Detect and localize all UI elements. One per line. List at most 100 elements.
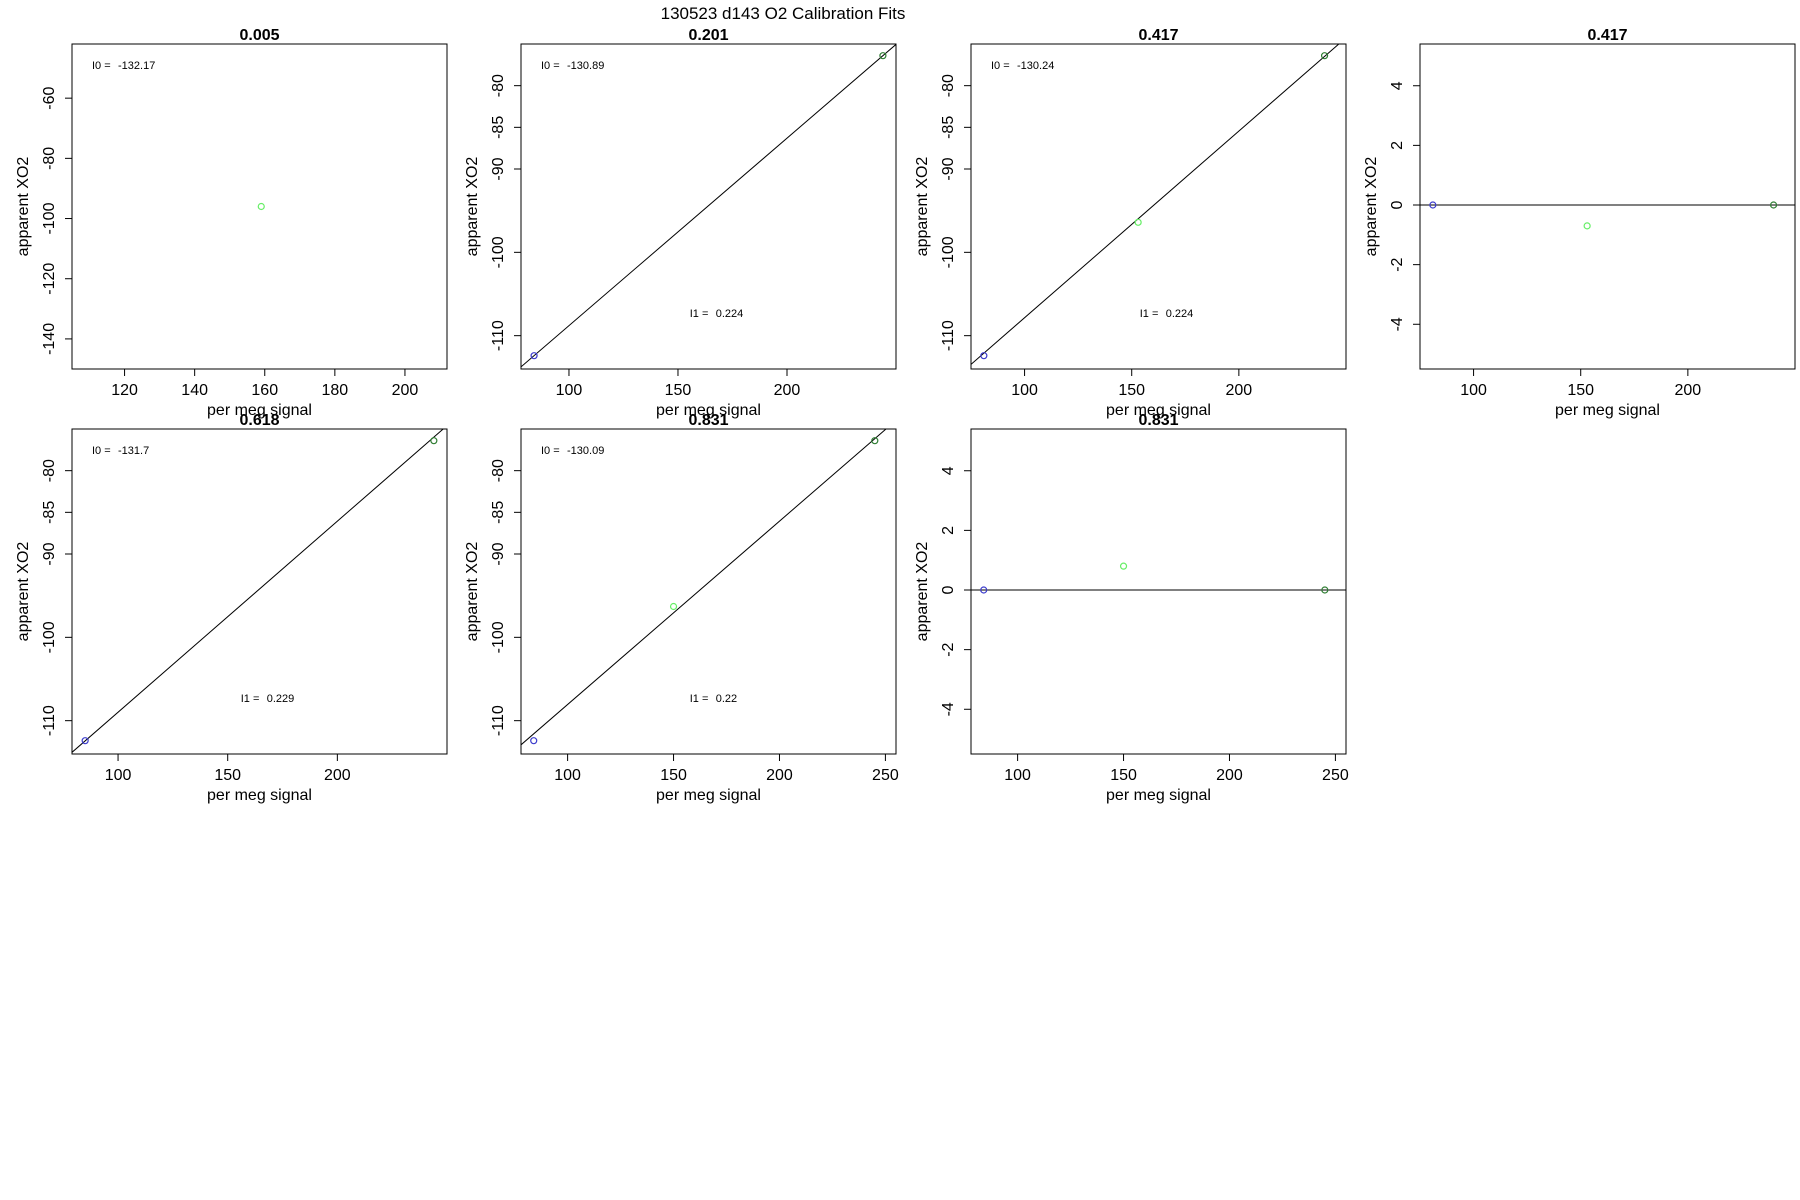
- y-axis-label: apparent XO2: [1363, 157, 1380, 257]
- annotation-label: I0 =: [541, 445, 560, 457]
- annotation-label: I1 =: [241, 693, 260, 705]
- chart-panel-3: 0.417 100 150 200 -110 -100 -90 -85 -80 per meg s…: [914, 27, 1347, 419]
- annotation-value: -130.24: [1017, 60, 1054, 72]
- x-axis-label: per meg signal: [207, 402, 312, 419]
- x-tick-label: 200: [1675, 382, 1702, 399]
- annotation-label: I0 =: [92, 445, 111, 457]
- chart-title: 0.005: [239, 27, 279, 44]
- chart-panel-2: 0.201 100 150 200 -110 -100 -90 -85 -80 per meg s…: [464, 27, 897, 419]
- data-point: [980, 586, 988, 594]
- annotation-label: I1 =: [690, 308, 709, 320]
- y-tick-label: -90: [940, 157, 957, 180]
- chart-title: 0.831: [1138, 412, 1178, 429]
- data-point: [980, 352, 988, 360]
- x-tick-label: 150: [1567, 382, 1594, 399]
- chart-panel-5: 0.618 100 150 200 -110 -100 -90 -85 -80 per meg s…: [15, 412, 448, 804]
- fit-line: [521, 44, 896, 368]
- page-title: 130523 d143 O2 Calibration Fits: [661, 4, 906, 23]
- plot-frame: [71, 428, 448, 755]
- y-axis-label: apparent XO2: [15, 157, 32, 257]
- y-tick-label: -2: [940, 642, 957, 656]
- plot-frame: [970, 43, 1347, 370]
- x-tick-label: 150: [665, 382, 692, 399]
- y-tick-label: -110: [490, 705, 507, 736]
- data-point: [871, 437, 879, 445]
- x-tick-label: 100: [554, 767, 581, 784]
- x-tick-label: 200: [1216, 767, 1243, 784]
- data-point: [430, 437, 438, 445]
- x-tick-label: 200: [1226, 382, 1253, 399]
- annotation-value: 0.224: [716, 308, 744, 320]
- chart-panel-6: 0.831 100 150 200 250 -110 -100 -90 -85 -80 per me…: [464, 412, 899, 804]
- chart-title: 0.417: [1587, 27, 1627, 44]
- plot-frame: [520, 43, 897, 370]
- y-tick-label: -80: [490, 459, 507, 482]
- x-tick-label: 200: [774, 382, 801, 399]
- annotation-value: -130.09: [567, 445, 604, 457]
- x-tick-label: 140: [181, 382, 208, 399]
- data-point: [1134, 218, 1142, 226]
- x-axis-label: per meg signal: [207, 787, 312, 804]
- x-axis-label: per meg signal: [1555, 402, 1660, 419]
- y-tick-label: -110: [41, 705, 58, 736]
- data-point: [530, 352, 538, 360]
- chart-title: 0.618: [239, 412, 279, 429]
- x-tick-label: 100: [1460, 382, 1487, 399]
- y-tick-label: -120: [41, 263, 58, 295]
- x-tick-label: 200: [392, 382, 419, 399]
- annotation-value: -130.89: [567, 60, 604, 72]
- chart-title: 0.831: [688, 412, 728, 429]
- x-axis-label: per meg signal: [1106, 402, 1211, 419]
- x-tick-label: 100: [556, 382, 583, 399]
- x-tick-label: 150: [1110, 767, 1137, 784]
- y-tick-label: -100: [940, 236, 957, 268]
- y-tick-label: -100: [490, 236, 507, 268]
- x-tick-label: 100: [105, 767, 132, 784]
- chart-panel-4: 0.417 100 150 200 -4 -2 0 2 4 per meg signal appar…: [1363, 27, 1796, 419]
- data-point: [530, 737, 538, 745]
- data-point: [257, 202, 265, 211]
- annotation-label: I1 =: [690, 693, 709, 705]
- annotation-label: I0 =: [92, 60, 111, 72]
- x-tick-label: 100: [1011, 382, 1038, 399]
- x-tick-label: 150: [214, 767, 241, 784]
- fit-line: [971, 44, 1340, 365]
- y-tick-label: -85: [940, 116, 957, 139]
- data-point: [1583, 222, 1591, 230]
- y-tick-label: -100: [490, 621, 507, 653]
- fit-line: [72, 429, 444, 753]
- x-axis-label: per meg signal: [656, 787, 761, 804]
- y-axis-label: apparent XO2: [914, 157, 931, 257]
- data-point: [1429, 201, 1437, 209]
- plot-frame: [520, 428, 897, 755]
- chart-title: 0.417: [1138, 27, 1178, 44]
- chart-panel-1: 0.005 120 140 160 180 200 -140 -120 -100 -80 -60 pe…: [15, 27, 448, 419]
- y-tick-label: -140: [41, 323, 58, 355]
- annotation-label: I0 =: [541, 60, 560, 72]
- plot-frame: [71, 43, 448, 370]
- y-tick-label: -80: [940, 74, 957, 97]
- y-axis-label: apparent XO2: [464, 542, 481, 642]
- y-tick-label: -80: [41, 147, 58, 170]
- y-tick-label: -100: [41, 202, 58, 234]
- x-tick-label: 200: [324, 767, 351, 784]
- annotation-value: 0.229: [267, 693, 295, 705]
- data-point: [1769, 201, 1778, 209]
- y-tick-label: 0: [940, 585, 957, 594]
- x-tick-label: 180: [321, 382, 348, 399]
- y-tick-label: -90: [490, 542, 507, 565]
- annotation-value: -132.17: [118, 60, 155, 72]
- chart-panel-7: 0.831 100 150 200 250 -4 -2 0 2 4 per meg signal ap…: [914, 412, 1349, 804]
- y-tick-label: -90: [41, 542, 58, 565]
- fit-line: [521, 429, 887, 746]
- y-tick-label: -110: [940, 320, 957, 351]
- data-point: [879, 52, 887, 60]
- data-point: [1320, 52, 1329, 60]
- y-axis-label: apparent XO2: [464, 157, 481, 257]
- y-tick-label: -60: [41, 87, 58, 110]
- x-tick-label: 160: [251, 382, 278, 399]
- plot-frame: [970, 428, 1347, 755]
- y-tick-label: 0: [1389, 200, 1406, 209]
- x-axis-label: per meg signal: [656, 402, 761, 419]
